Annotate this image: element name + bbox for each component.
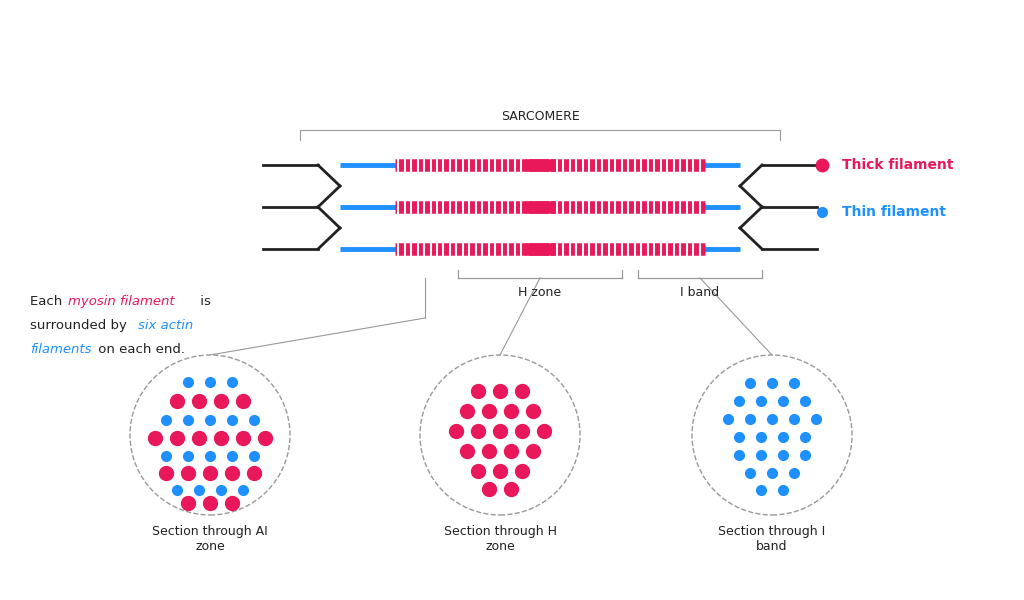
Circle shape <box>130 355 290 515</box>
Text: is: is <box>197 295 211 308</box>
Text: six actin: six actin <box>138 319 194 332</box>
Text: on each end.: on each end. <box>94 343 185 356</box>
Text: Section through I
band: Section through I band <box>719 525 825 553</box>
Text: Thin filament: Thin filament <box>842 205 946 219</box>
Text: filaments: filaments <box>30 343 91 356</box>
Text: Thick filament: Thick filament <box>842 158 953 172</box>
Text: Each: Each <box>30 295 67 308</box>
Text: Section through H
zone: Section through H zone <box>443 525 556 553</box>
Text: surrounded by: surrounded by <box>30 319 131 332</box>
Circle shape <box>692 355 852 515</box>
Text: I band: I band <box>680 286 720 299</box>
Text: myosin filament: myosin filament <box>69 295 175 308</box>
Circle shape <box>420 355 580 515</box>
Text: H zone: H zone <box>518 286 561 299</box>
Text: SARCOMERE: SARCOMERE <box>501 110 580 123</box>
Text: Section through AI
zone: Section through AI zone <box>153 525 268 553</box>
